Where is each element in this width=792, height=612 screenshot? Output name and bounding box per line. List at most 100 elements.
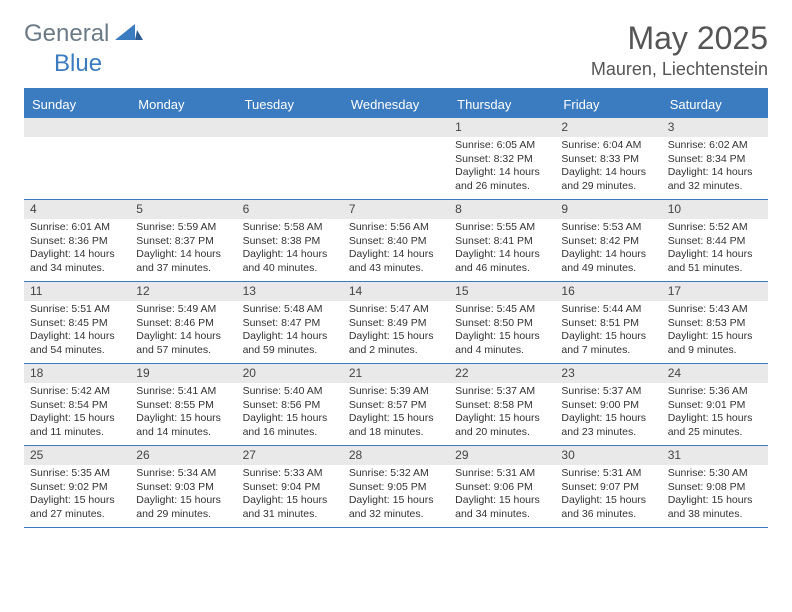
daylight-line: Daylight: 14 hours and 51 minutes. [668,248,762,275]
header: General May 2025 Mauren, Liechtenstein [24,20,768,80]
day-number: 5 [130,200,236,219]
daylight-line: Daylight: 15 hours and 31 minutes. [243,494,337,521]
sunset-line: Sunset: 8:58 PM [455,399,549,412]
daylight-line: Daylight: 15 hours and 25 minutes. [668,412,762,439]
logo-text-blue: Blue [54,50,102,78]
sunset-line: Sunset: 8:46 PM [136,317,230,330]
sunset-line: Sunset: 8:51 PM [561,317,655,330]
day-number: 25 [24,446,130,465]
sunrise-line: Sunrise: 5:35 AM [30,467,124,480]
day-number: 2 [555,118,661,137]
sunset-line: Sunset: 9:01 PM [668,399,762,412]
sunrise-line: Sunrise: 5:43 AM [668,303,762,316]
daylight-line: Daylight: 15 hours and 29 minutes. [136,494,230,521]
calendar-cell: 18Sunrise: 5:42 AMSunset: 8:54 PMDayligh… [24,364,130,446]
daylight-line: Daylight: 15 hours and 34 minutes. [455,494,549,521]
title-block: May 2025 Mauren, Liechtenstein [591,20,768,80]
day-number: 26 [130,446,236,465]
sunrise-line: Sunrise: 5:41 AM [136,385,230,398]
day-band-empty [24,118,130,137]
location: Mauren, Liechtenstein [591,59,768,80]
calendar-cell: 10Sunrise: 5:52 AMSunset: 8:44 PMDayligh… [662,200,768,282]
sunset-line: Sunset: 8:49 PM [349,317,443,330]
day-number: 8 [449,200,555,219]
day-number: 17 [662,282,768,301]
day-number: 6 [237,200,343,219]
sunset-line: Sunset: 8:40 PM [349,235,443,248]
calendar-cell: 1Sunrise: 6:05 AMSunset: 8:32 PMDaylight… [449,118,555,200]
sunset-line: Sunset: 9:04 PM [243,481,337,494]
sunset-line: Sunset: 8:38 PM [243,235,337,248]
sunset-line: Sunset: 9:02 PM [30,481,124,494]
sunset-line: Sunset: 8:45 PM [30,317,124,330]
calendar-cell: 17Sunrise: 5:43 AMSunset: 8:53 PMDayligh… [662,282,768,364]
calendar-cell-empty [343,118,449,200]
sunset-line: Sunset: 8:34 PM [668,153,762,166]
calendar-cell: 31Sunrise: 5:30 AMSunset: 9:08 PMDayligh… [662,446,768,528]
daylight-line: Daylight: 15 hours and 14 minutes. [136,412,230,439]
sunrise-line: Sunrise: 5:39 AM [349,385,443,398]
sunrise-line: Sunrise: 6:02 AM [668,139,762,152]
day-number: 12 [130,282,236,301]
day-number: 10 [662,200,768,219]
weekday-friday: Friday [555,91,661,118]
sunrise-line: Sunrise: 5:51 AM [30,303,124,316]
daylight-line: Daylight: 14 hours and 54 minutes. [30,330,124,357]
logo-triangle-icon [115,22,143,47]
month-title: May 2025 [591,20,768,57]
day-number: 11 [24,282,130,301]
sunset-line: Sunset: 8:33 PM [561,153,655,166]
day-number: 13 [237,282,343,301]
calendar-cell: 28Sunrise: 5:32 AMSunset: 9:05 PMDayligh… [343,446,449,528]
calendar-cell: 23Sunrise: 5:37 AMSunset: 9:00 PMDayligh… [555,364,661,446]
calendar-cell: 9Sunrise: 5:53 AMSunset: 8:42 PMDaylight… [555,200,661,282]
daylight-line: Daylight: 15 hours and 2 minutes. [349,330,443,357]
sunset-line: Sunset: 8:50 PM [455,317,549,330]
calendar-cell: 11 Sunrise: 5:51 AMSunset: 8:45 PMDayligh… [24,282,130,364]
sunrise-line: Sunrise: 5:48 AM [243,303,337,316]
daylight-line: Daylight: 15 hours and 38 minutes. [668,494,762,521]
weekday-saturday: Saturday [662,91,768,118]
day-number: 22 [449,364,555,383]
calendar-cell: 25Sunrise: 5:35 AMSunset: 9:02 PMDayligh… [24,446,130,528]
daylight-line: Daylight: 15 hours and 36 minutes. [561,494,655,521]
day-band-empty [130,118,236,137]
sunrise-line: Sunrise: 5:33 AM [243,467,337,480]
daylight-line: Daylight: 15 hours and 23 minutes. [561,412,655,439]
calendar-cell: 21Sunrise: 5:39 AMSunset: 8:57 PMDayligh… [343,364,449,446]
sunrise-line: Sunrise: 5:59 AM [136,221,230,234]
calendar-cell: 27Sunrise: 5:33 AMSunset: 9:04 PMDayligh… [237,446,343,528]
calendar-cell: 22Sunrise: 5:37 AMSunset: 8:58 PMDayligh… [449,364,555,446]
daylight-line: Daylight: 15 hours and 9 minutes. [668,330,762,357]
sunset-line: Sunset: 8:32 PM [455,153,549,166]
sunrise-line: Sunrise: 5:44 AM [561,303,655,316]
sunset-line: Sunset: 8:37 PM [136,235,230,248]
calendar-cell: 19Sunrise: 5:41 AMSunset: 8:55 PMDayligh… [130,364,236,446]
sunrise-line: Sunrise: 5:55 AM [455,221,549,234]
daylight-line: Daylight: 14 hours and 57 minutes. [136,330,230,357]
sunrise-line: Sunrise: 5:30 AM [668,467,762,480]
sunrise-line: Sunrise: 5:56 AM [349,221,443,234]
sunset-line: Sunset: 9:08 PM [668,481,762,494]
daylight-line: Daylight: 14 hours and 29 minutes. [561,166,655,193]
day-number: 9 [555,200,661,219]
calendar-cell: 14Sunrise: 5:47 AMSunset: 8:49 PMDayligh… [343,282,449,364]
sunrise-line: Sunrise: 6:01 AM [30,221,124,234]
weekday-sunday: Sunday [24,91,130,118]
day-number: 16 [555,282,661,301]
calendar-cell: 24Sunrise: 5:36 AMSunset: 9:01 PMDayligh… [662,364,768,446]
daylight-line: Daylight: 15 hours and 32 minutes. [349,494,443,521]
day-number: 14 [343,282,449,301]
calendar-cell: 26Sunrise: 5:34 AMSunset: 9:03 PMDayligh… [130,446,236,528]
sunset-line: Sunset: 9:05 PM [349,481,443,494]
calendar-cell: 16 Sunrise: 5:44 AMSunset: 8:51 PMDayligh… [555,282,661,364]
daylight-line: Daylight: 14 hours and 34 minutes. [30,248,124,275]
calendar-cell: 7Sunrise: 5:56 AMSunset: 8:40 PMDaylight… [343,200,449,282]
day-number: 30 [555,446,661,465]
daylight-line: Daylight: 15 hours and 11 minutes. [30,412,124,439]
daylight-line: Daylight: 15 hours and 7 minutes. [561,330,655,357]
calendar-cell: 29Sunrise: 5:31 AMSunset: 9:06 PMDayligh… [449,446,555,528]
calendar-cell-empty [237,118,343,200]
day-band-empty [343,118,449,137]
weekday-tuesday: Tuesday [237,91,343,118]
